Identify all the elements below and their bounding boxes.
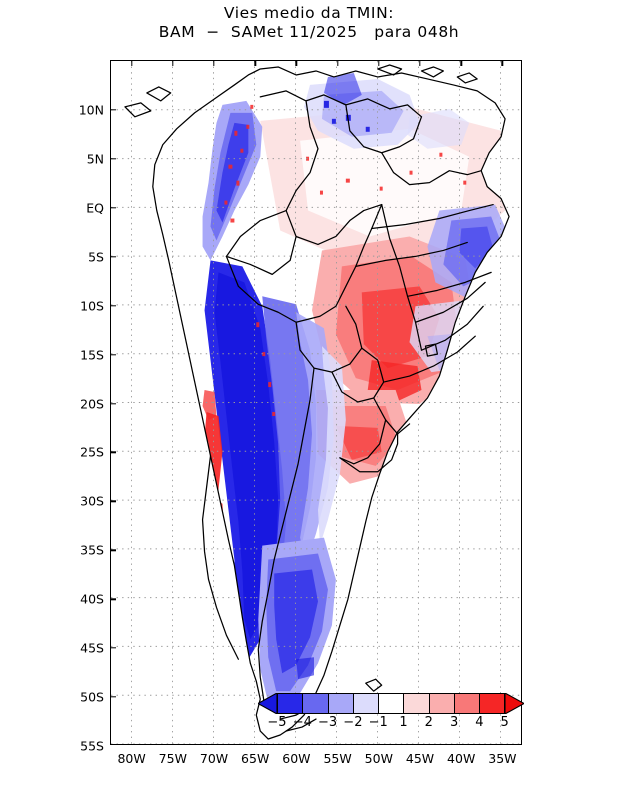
map-gridlines — [111, 61, 521, 744]
page-title: Vies medio da TMIN: BAM − SAMet 11/2025 … — [0, 4, 618, 42]
ytick-mark-5S — [111, 255, 116, 258]
colorbar-low-arrow-icon — [258, 693, 277, 714]
colorbar-seg--1to1 — [378, 693, 404, 714]
xtick-mark-70W — [213, 61, 215, 66]
colorbar-seg-2to3 — [428, 693, 455, 714]
xtick-label-55W: 55W — [323, 751, 352, 766]
colorbar-label-4: 4 — [475, 715, 484, 730]
xtick-label-80W: 80W — [117, 751, 146, 766]
xtick-mark-45W — [419, 61, 421, 66]
ytick-label-20S: 20S — [80, 396, 104, 411]
ytick-label-5S: 5S — [88, 249, 104, 265]
xtick-label-70W: 70W — [199, 751, 229, 766]
ytick-label-EQ: EQ — [86, 200, 104, 216]
south-america-bias-map — [111, 61, 521, 744]
ytick-mark-45S — [111, 647, 116, 649]
colorbar-label--3: −3 — [318, 715, 338, 730]
xtick-mark-55W — [336, 61, 339, 66]
xtick-label-65W: 65W — [241, 751, 270, 766]
title-line-2: BAM − SAMet 11/2025 para 048h — [158, 23, 460, 41]
colorbar-label--2: −2 — [343, 715, 363, 730]
colorbar-label-3: 3 — [449, 715, 459, 730]
ytick-label-15S: 15S — [80, 347, 104, 363]
colorbar-high-arrow-icon — [504, 693, 524, 714]
xtick-mark-60W — [295, 61, 298, 66]
colorbar-label-5: 5 — [500, 715, 509, 730]
colorbar-seg--2to-1 — [352, 693, 379, 714]
colorbar-seg--3to-2 — [327, 693, 353, 714]
colorbar-label-1: 1 — [399, 715, 408, 730]
ytick-mark-35S — [111, 549, 116, 551]
colorbar-seg-3to4 — [454, 693, 480, 714]
xtick-mark-35W — [501, 61, 504, 66]
ytick-label-50S: 50S — [80, 689, 104, 705]
ytick-mark-EQ — [111, 207, 116, 209]
ytick-mark-30S — [111, 500, 116, 503]
ytick-mark-10N — [111, 109, 116, 111]
colorbar-label--1: −1 — [368, 715, 388, 730]
ytick-label-45S: 45S — [80, 640, 104, 656]
xtick-label-75W: 75W — [158, 751, 187, 766]
colorbar-seg--4to-3 — [302, 693, 328, 714]
ytick-mark-10S — [111, 304, 116, 307]
xtick-mark-40W — [460, 61, 462, 66]
ytick-mark-50S — [111, 696, 116, 698]
bias-colorbar: −5 −4 −3 −2 −1 1 2 3 4 5 — [258, 693, 524, 733]
ytick-label-25S: 25S — [80, 444, 104, 460]
xtick-mark-50W — [378, 61, 380, 66]
ytick-label-40S: 40S — [80, 591, 104, 607]
ytick-mark-20S — [111, 402, 116, 405]
colorbar-seg--5to-4 — [277, 693, 303, 714]
map-plot-frame: 10N 5N EQ 5S 10S 15S 20S 25S 30S 35S 40S… — [79, 60, 522, 766]
ytick-label-30S: 30S — [80, 493, 104, 509]
ytick-label-10N: 10N — [78, 102, 104, 118]
ytick-mark-5N — [111, 158, 116, 160]
ytick-label-55S: 55S — [80, 738, 104, 754]
colorbar-label--4: −4 — [292, 715, 312, 730]
xtick-mark-80W — [130, 61, 133, 66]
ytick-mark-25S — [111, 451, 116, 454]
ytick-mark-15S — [111, 353, 116, 356]
coastline-and-borders — [124, 64, 510, 740]
colorbar-strip — [258, 693, 524, 714]
xtick-label-50W: 50W — [364, 751, 393, 766]
ytick-label-5N: 5N — [86, 151, 104, 167]
ytick-label-10S: 10S — [80, 298, 104, 314]
colorbar-seg-4to5 — [479, 693, 505, 714]
xtick-label-45W: 45W — [405, 751, 435, 766]
xtick-label-40W: 40W — [447, 751, 476, 766]
xtick-label-60W: 60W — [282, 751, 311, 766]
colorbar-labels: −5 −4 −3 −2 −1 1 2 3 4 5 — [258, 714, 524, 733]
colorbar-label-2: 2 — [424, 715, 433, 730]
colorbar-seg-1to2 — [403, 693, 429, 714]
xtick-mark-75W — [172, 61, 174, 66]
title-line-1: Vies medio da TMIN: — [223, 4, 395, 22]
map-canvas — [111, 61, 521, 744]
colorbar-label--5: −5 — [267, 715, 287, 730]
xtick-mark-65W — [254, 61, 256, 66]
ytick-label-35S: 35S — [80, 542, 104, 558]
ytick-mark-40S — [111, 598, 116, 600]
xtick-label-35W: 35W — [488, 751, 517, 766]
